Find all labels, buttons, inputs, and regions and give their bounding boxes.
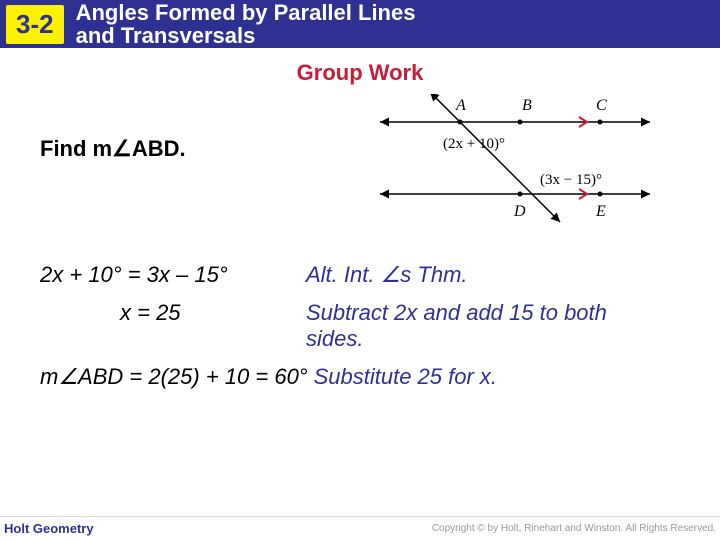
footer-book-title: Holt Geometry <box>4 521 94 536</box>
header-title-line2: and Transversals <box>76 24 416 47</box>
step-3-reason: Substitute 25 for x. <box>314 364 497 390</box>
step-3-equation: m∠ABD = 2(25) + 10 = 60° <box>40 364 308 390</box>
step-3: m∠ABD = 2(25) + 10 = 60° Substitute 25 f… <box>40 364 680 390</box>
svg-text:(3x − 15)°: (3x − 15)° <box>540 172 602 188</box>
svg-text:(2x + 10)°: (2x + 10)° <box>443 136 505 152</box>
subtitle: Group Work <box>0 60 720 86</box>
page-footer: Holt Geometry Copyright © by Holt, Rineh… <box>0 516 720 540</box>
header-title: Angles Formed by Parallel Lines and Tran… <box>76 1 416 47</box>
header-title-line1: Angles Formed by Parallel Lines <box>76 1 416 24</box>
step-1-equation: 2x + 10° = 3x – 15° <box>40 262 300 288</box>
step-2: x = 25 Subtract 2x and add 15 to both si… <box>40 300 680 352</box>
svg-text:E: E <box>595 203 606 220</box>
svg-text:B: B <box>522 97 532 114</box>
section-number: 3-2 <box>6 5 64 44</box>
page-header: 3-2 Angles Formed by Parallel Lines and … <box>0 0 720 48</box>
step-2-reason: Subtract 2x and add 15 to both sides. <box>306 300 626 352</box>
solution-steps: 2x + 10° = 3x – 15° Alt. Int. ∠s Thm. x … <box>40 262 680 390</box>
geometry-diagram: A B C D E (2x + 10)° (3x − 15)° <box>370 94 660 229</box>
svg-text:A: A <box>455 97 466 114</box>
footer-copyright: Copyright © by Holt, Rinehart and Winsto… <box>432 523 716 534</box>
svg-text:D: D <box>513 203 526 220</box>
step-1: 2x + 10° = 3x – 15° Alt. Int. ∠s Thm. <box>40 262 680 288</box>
diagram-svg: A B C D E (2x + 10)° (3x − 15)° <box>370 94 660 224</box>
svg-text:C: C <box>596 97 607 114</box>
step-1-reason: Alt. Int. ∠s Thm. <box>306 262 468 288</box>
step-2-equation: x = 25 <box>120 300 300 326</box>
content-area: Find m∠ABD. ABCDE(2x + 10)°(3x − 15)° 2x… <box>0 86 720 390</box>
